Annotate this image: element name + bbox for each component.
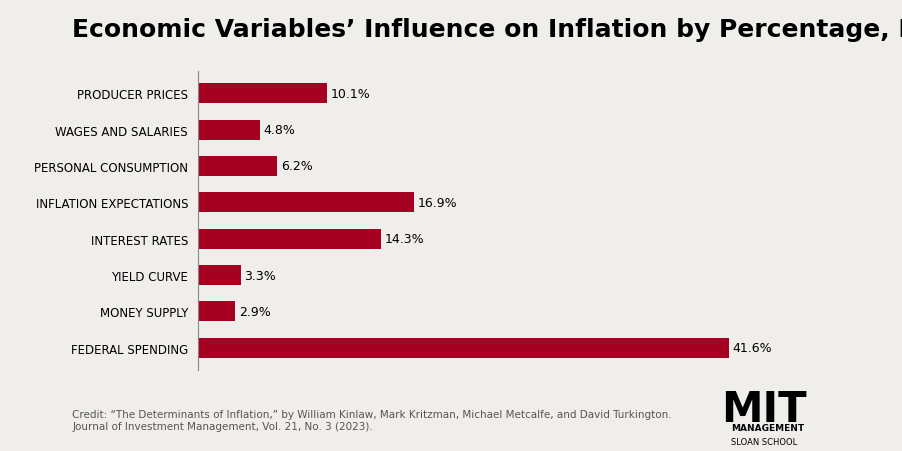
Text: 16.9%: 16.9% (418, 196, 457, 209)
Text: 14.3%: 14.3% (384, 233, 424, 246)
Bar (198, 302, 235, 322)
Text: MIT: MIT (722, 388, 807, 430)
Bar (198, 266, 241, 285)
Text: 6.2%: 6.2% (281, 160, 313, 173)
Bar (198, 84, 327, 104)
Bar (198, 120, 260, 140)
Text: 3.3%: 3.3% (244, 269, 276, 282)
Text: 4.8%: 4.8% (263, 124, 295, 137)
Bar (198, 338, 729, 358)
Text: Credit: “The Determinants of Inflation,” by William Kinlaw, Mark Kritzman, Micha: Credit: “The Determinants of Inflation,”… (72, 409, 672, 431)
Text: Economic Variables’ Influence on Inflation by Percentage, February 2022: Economic Variables’ Influence on Inflati… (72, 18, 902, 42)
Text: MANAGEMENT: MANAGEMENT (732, 423, 805, 432)
Bar (198, 193, 414, 213)
Text: SLOAN SCHOOL: SLOAN SCHOOL (732, 437, 797, 446)
Bar (198, 229, 381, 249)
Text: 2.9%: 2.9% (239, 305, 271, 318)
Bar (198, 156, 278, 176)
Text: 10.1%: 10.1% (331, 87, 371, 101)
Text: 41.6%: 41.6% (732, 341, 772, 354)
